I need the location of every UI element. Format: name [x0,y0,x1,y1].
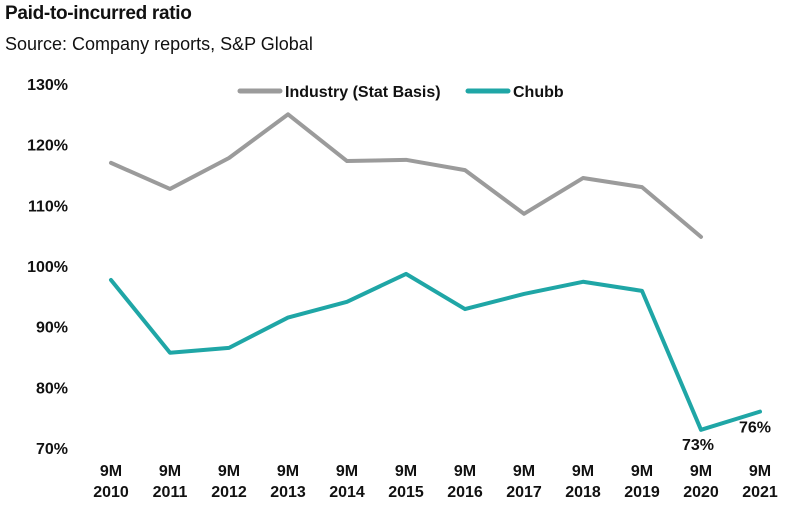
y-tick-label: 80% [36,380,68,397]
x-tick-label: 2019 [624,484,660,501]
x-tick-label: 2017 [506,484,542,501]
x-tick-label: 2013 [270,484,306,501]
chart-title: Paid-to-incurred ratio [5,3,192,24]
x-tick-label: 9M [749,463,771,480]
data-label: 73% [682,437,714,454]
x-tick-label: 2011 [153,484,188,501]
y-tick-label: 130% [27,77,68,94]
x-tick-label: 2012 [211,484,247,501]
x-tick-label: 2021 [742,484,778,501]
chart-subtitle: Source: Company reports, S&P Global [5,34,313,54]
y-tick-label: 90% [36,320,68,337]
x-tick-label: 9M [395,463,417,480]
x-tick-label: 9M [159,463,181,480]
legend-label: Chubb [513,84,564,101]
x-tick-label: 9M [336,463,358,480]
x-tick-label: 9M [690,463,712,480]
y-tick-label: 70% [36,441,68,458]
x-tick-label: 2016 [447,484,483,501]
x-tick-label: 9M [513,463,535,480]
x-tick-label: 2020 [683,484,719,501]
y-tick-label: 100% [27,259,68,276]
legend-label: Industry (Stat Basis) [285,84,441,101]
series-line-chubb [109,271,762,432]
x-tick-label: 9M [218,463,240,480]
x-tick-label: 9M [100,463,122,480]
x-tick-label: 2015 [388,484,424,501]
y-tick-label: 110% [28,198,68,215]
data-label: 76% [739,420,771,437]
x-tick-label: 2014 [329,484,365,501]
series-line-industry-stat-basis- [109,112,703,239]
x-tick-label: 2018 [565,484,601,501]
x-tick-label: 9M [277,463,299,480]
x-tick-label: 9M [454,463,476,480]
x-tick-label: 9M [631,463,653,480]
x-tick-label: 9M [572,463,594,480]
x-tick-label: 2010 [93,484,129,501]
y-tick-label: 120% [27,138,68,155]
